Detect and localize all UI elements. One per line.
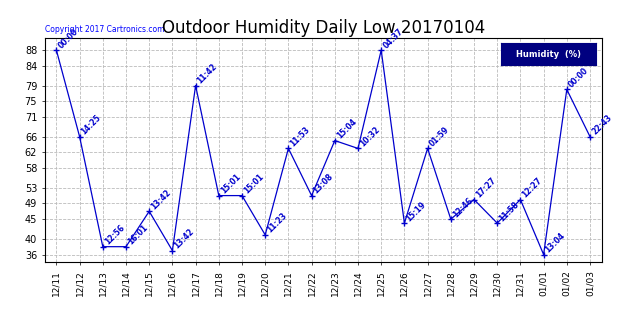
Text: 15:01: 15:01 — [219, 172, 242, 196]
Text: 17:27: 17:27 — [474, 176, 497, 200]
Text: 11:53: 11:53 — [289, 125, 312, 148]
Text: 11:42: 11:42 — [196, 62, 219, 85]
Text: 15:04: 15:04 — [335, 117, 358, 140]
Text: 15:19: 15:19 — [404, 200, 428, 223]
Title: Outdoor Humidity Daily Low 20170104: Outdoor Humidity Daily Low 20170104 — [161, 19, 485, 37]
Text: 04:37: 04:37 — [381, 27, 404, 50]
Text: 13:42: 13:42 — [149, 188, 173, 211]
Text: 11:58: 11:58 — [497, 200, 520, 223]
Text: 22:43: 22:43 — [590, 113, 613, 137]
Text: 15:01: 15:01 — [242, 172, 266, 196]
Text: 00:00: 00:00 — [567, 66, 590, 90]
Text: 13:08: 13:08 — [312, 172, 335, 196]
Text: 13:04: 13:04 — [543, 231, 567, 254]
Text: 13:42: 13:42 — [172, 227, 196, 251]
Text: Copyright 2017 Cartronics.com: Copyright 2017 Cartronics.com — [45, 25, 164, 34]
Text: 12:46: 12:46 — [451, 196, 474, 219]
Text: 00:00: 00:00 — [56, 27, 80, 50]
Text: 14:25: 14:25 — [79, 113, 103, 137]
Text: 01:59: 01:59 — [428, 125, 451, 148]
Text: 10:32: 10:32 — [358, 125, 381, 148]
Text: 16:01: 16:01 — [126, 223, 149, 247]
Text: 11:23: 11:23 — [265, 212, 289, 235]
Text: 12:27: 12:27 — [520, 176, 544, 200]
Text: 12:56: 12:56 — [103, 223, 126, 247]
